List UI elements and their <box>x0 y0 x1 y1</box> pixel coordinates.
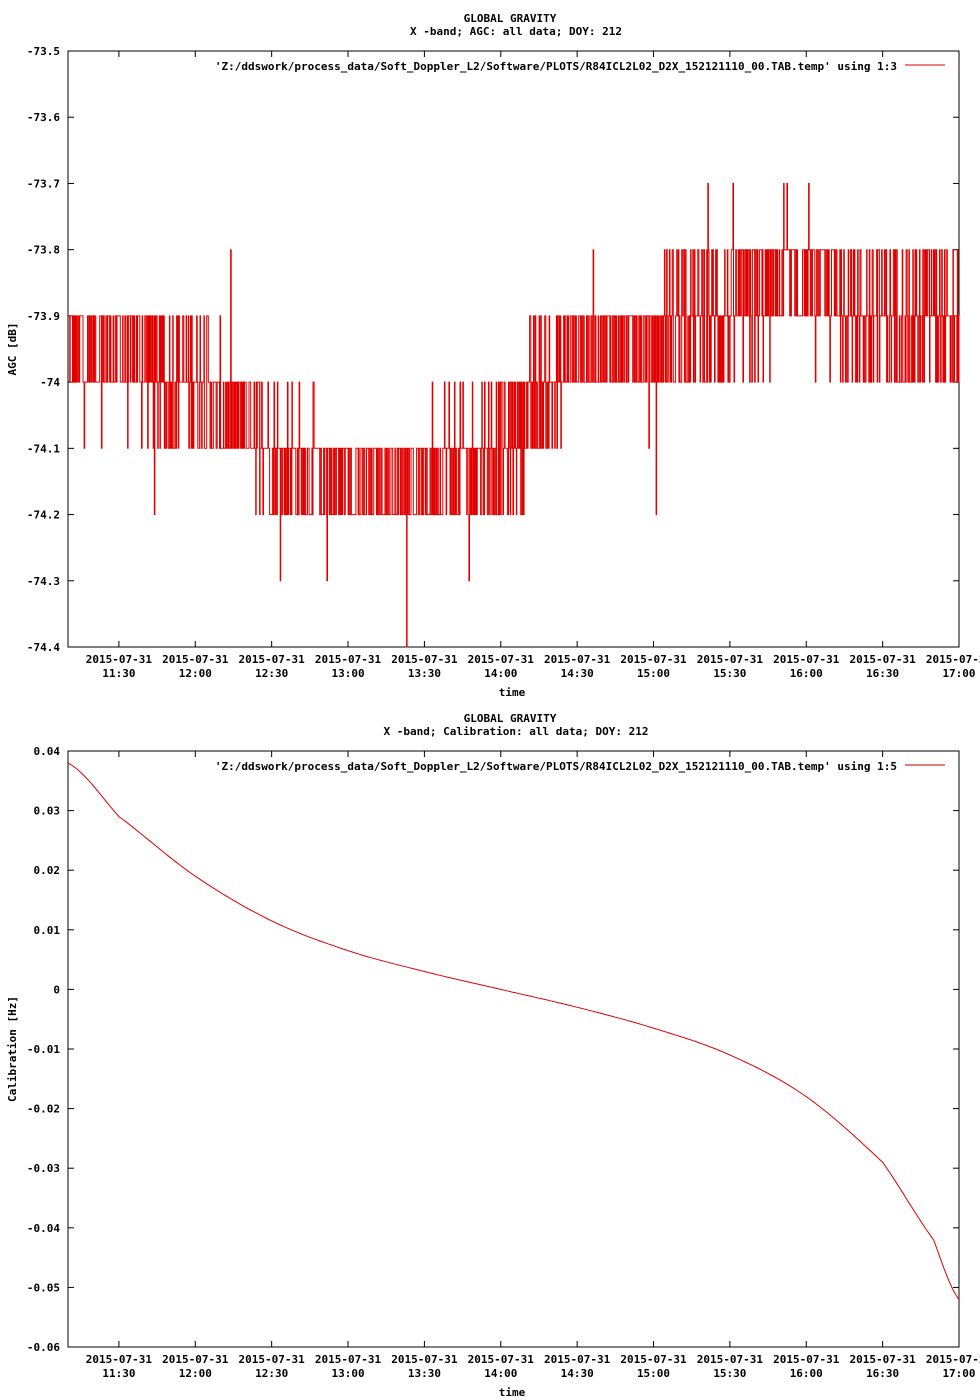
x-axis-label: time <box>499 686 526 699</box>
x-tick-date: 2015-07-31 <box>468 653 535 666</box>
x-tick-time: 17:00 <box>942 667 975 680</box>
x-tick-time: 15:00 <box>637 1367 670 1380</box>
x-tick-date: 2015-07-31 <box>391 1353 458 1366</box>
x-tick-time: 15:30 <box>713 1367 746 1380</box>
x-tick-time: 13:30 <box>408 667 441 680</box>
x-tick-time: 12:30 <box>255 1367 288 1380</box>
y-tick-label: -74.3 <box>27 575 60 588</box>
x-tick-time: 15:00 <box>637 667 670 680</box>
x-tick-time: 14:00 <box>484 667 517 680</box>
x-tick-date: 2015-07-31 <box>850 653 917 666</box>
x-tick-time: 16:00 <box>790 1367 823 1380</box>
y-tick-label: -73.5 <box>27 45 60 58</box>
legend-label: 'Z:/ddswork/process_data/Soft_Doppler_L2… <box>215 60 897 73</box>
x-tick-time: 13:00 <box>331 667 364 680</box>
x-tick-date: 2015-07-31 <box>239 1353 306 1366</box>
x-tick-date: 2015-07-31 <box>162 653 229 666</box>
y-tick-label: -0.03 <box>27 1162 60 1175</box>
y-tick-label: -73.8 <box>27 244 60 257</box>
chart-subtitle: X -band; AGC: all data; DOY: 212 <box>410 25 622 38</box>
x-tick-time: 14:30 <box>561 1367 594 1380</box>
chart-title: GLOBAL GRAVITY <box>464 712 557 725</box>
y-tick-label: 0.04 <box>34 745 61 758</box>
x-tick-date: 2015-07-31 <box>773 653 840 666</box>
x-ticks: 2015-07-3111:302015-07-3112:002015-07-31… <box>86 51 980 680</box>
x-tick-time: 16:30 <box>866 667 899 680</box>
x-tick-time: 13:00 <box>331 1367 364 1380</box>
y-tick-label: -0.05 <box>27 1281 60 1294</box>
x-tick-time: 17:00 <box>942 1367 975 1380</box>
y-tick-label: 0 <box>53 983 60 996</box>
x-tick-date: 2015-07-31 <box>239 653 306 666</box>
x-axis-label: time <box>499 1386 526 1399</box>
x-tick-time: 13:30 <box>408 1367 441 1380</box>
x-tick-date: 2015-07-31 <box>468 1353 535 1366</box>
y-tick-label: 0.03 <box>34 805 61 818</box>
y-tick-label: -0.04 <box>27 1222 60 1235</box>
chart-subtitle: X -band; Calibration: all data; DOY: 212 <box>384 725 649 738</box>
y-axis-label: Calibration [Hz] <box>6 996 19 1102</box>
x-tick-time: 11:30 <box>102 667 135 680</box>
x-tick-date: 2015-07-31 <box>315 1353 382 1366</box>
x-tick-date: 2015-07-31 <box>544 653 611 666</box>
plot-frame <box>67 50 960 648</box>
x-tick-time: 12:00 <box>179 667 212 680</box>
x-tick-date: 2015-07-31 <box>926 1353 980 1366</box>
x-tick-time: 12:00 <box>179 1367 212 1380</box>
y-axis-label: AGC [dB] <box>6 323 19 376</box>
x-tick-time: 12:30 <box>255 667 288 680</box>
x-tick-date: 2015-07-31 <box>86 1353 153 1366</box>
plot-frame <box>67 750 960 1348</box>
x-tick-date: 2015-07-31 <box>391 653 458 666</box>
y-tick-label: -73.6 <box>27 111 60 124</box>
x-ticks: 2015-07-3111:302015-07-3112:002015-07-31… <box>86 751 980 1380</box>
series-line-agc <box>68 182 960 648</box>
calibration-panel: GLOBAL GRAVITY X -band; Calibration: all… <box>6 712 980 1399</box>
chart-title: GLOBAL GRAVITY <box>464 12 557 25</box>
legend-label: 'Z:/ddswork/process_data/Soft_Doppler_L2… <box>215 760 897 773</box>
y-tick-label: -74.4 <box>27 641 60 654</box>
agc-panel: GLOBAL GRAVITY X -band; AGC: all data; D… <box>6 12 980 699</box>
y-tick-label: -73.7 <box>27 177 60 190</box>
y-tick-label: 0.02 <box>34 864 61 877</box>
x-tick-date: 2015-07-31 <box>315 653 382 666</box>
x-tick-date: 2015-07-31 <box>697 653 764 666</box>
y-tick-label: -74 <box>40 376 60 389</box>
y-tick-label: -73.9 <box>27 310 60 323</box>
y-tick-label: -0.06 <box>27 1341 60 1354</box>
y-tick-label: -74.2 <box>27 509 60 522</box>
y-ticks: -73.5 -73.6 -73.7 -73.8 -73.9 -74 -74.1 -74.2 -7… <box>27 45 959 654</box>
x-tick-date: 2015-07-31 <box>697 1353 764 1366</box>
x-tick-date: 2015-07-31 <box>926 653 980 666</box>
x-tick-date: 2015-07-31 <box>773 1353 840 1366</box>
y-ticks: 0.04 0.03 0.02 0.01 0 -0.01 -0.02 -0.03 -0.04 -0.… <box>27 745 959 1354</box>
x-tick-date: 2015-07-31 <box>620 653 687 666</box>
x-tick-time: 14:30 <box>561 667 594 680</box>
x-tick-time: 16:30 <box>866 1367 899 1380</box>
y-tick-label: -0.02 <box>27 1103 60 1116</box>
x-tick-time: 16:00 <box>790 667 823 680</box>
x-tick-date: 2015-07-31 <box>86 653 153 666</box>
x-tick-date: 2015-07-31 <box>620 1353 687 1366</box>
series-line-calibration <box>67 762 960 1300</box>
x-tick-time: 11:30 <box>102 1367 135 1380</box>
x-tick-date: 2015-07-31 <box>162 1353 229 1366</box>
x-tick-time: 14:00 <box>484 1367 517 1380</box>
x-tick-date: 2015-07-31 <box>544 1353 611 1366</box>
x-tick-date: 2015-07-31 <box>850 1353 917 1366</box>
y-tick-label: -0.01 <box>27 1043 60 1056</box>
x-tick-time: 15:30 <box>713 667 746 680</box>
y-tick-label: -74.1 <box>27 442 60 455</box>
y-tick-label: 0.01 <box>34 924 61 937</box>
